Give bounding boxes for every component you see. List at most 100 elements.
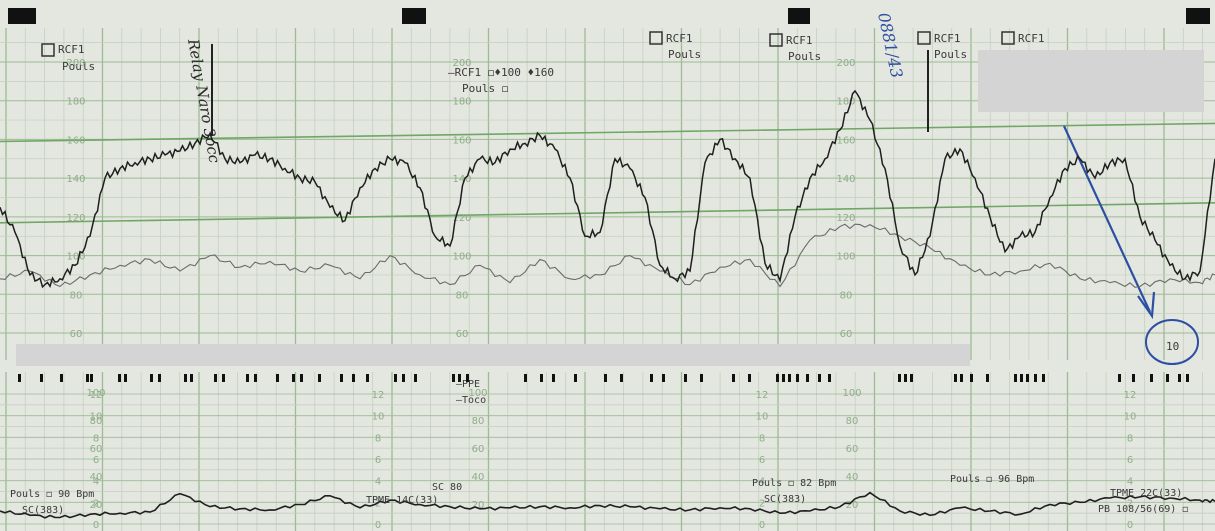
event-marker-strip bbox=[18, 374, 1189, 382]
bottom-label: PB 108/56(69) ◻ bbox=[1098, 504, 1188, 515]
scale-label: 2 bbox=[1127, 498, 1133, 509]
scale-label: 4 bbox=[1127, 477, 1133, 488]
series-line-pouls bbox=[0, 223, 1215, 288]
event-marker bbox=[898, 374, 901, 382]
chart-traces bbox=[0, 89, 1215, 519]
scale-label: 0 bbox=[759, 520, 765, 531]
event-marker bbox=[118, 374, 121, 382]
event-marker bbox=[254, 374, 257, 382]
normal-band-line-160 bbox=[0, 122, 1215, 143]
event-marker bbox=[806, 374, 809, 382]
scale-label-alt: 60 bbox=[90, 444, 103, 455]
scale-label: 100 bbox=[836, 252, 855, 263]
channel-label-3: RCF1 Pouls bbox=[769, 33, 821, 63]
event-marker bbox=[222, 374, 225, 382]
event-marker bbox=[86, 374, 89, 382]
event-marker bbox=[620, 374, 623, 382]
scale-label: 0 bbox=[375, 520, 381, 531]
event-marker bbox=[732, 374, 735, 382]
scale-label-alt: 20 bbox=[90, 500, 103, 511]
scale-label: 8 bbox=[1127, 433, 1133, 444]
event-marker bbox=[466, 374, 469, 382]
scale-label-alt: 100 bbox=[842, 388, 861, 399]
scale-label-alt: 60 bbox=[472, 444, 485, 455]
event-marker bbox=[184, 374, 187, 382]
event-marker bbox=[402, 374, 405, 382]
channel-unit: Pouls bbox=[788, 50, 821, 63]
scale-label: 0 bbox=[93, 520, 99, 531]
scale-label-alt: 40 bbox=[472, 472, 485, 483]
edge-mark bbox=[8, 8, 36, 24]
event-marker bbox=[394, 374, 397, 382]
event-marker bbox=[960, 374, 963, 382]
series-line-rcf1 bbox=[0, 89, 1215, 289]
arrow-head bbox=[1137, 291, 1156, 320]
event-marker bbox=[904, 374, 907, 382]
event-marker bbox=[796, 374, 799, 382]
scale-label: 0 bbox=[1127, 520, 1133, 531]
event-marker bbox=[662, 374, 665, 382]
channel-icon bbox=[41, 43, 55, 57]
channel-label-2: RCF1 Pouls bbox=[649, 31, 701, 61]
upper-legend: —RCF1 ◻♦100 ♦160 Pouls ◻ bbox=[448, 66, 554, 95]
scale-label: 80 bbox=[840, 290, 853, 301]
bottom-label: TPME 14C(33) bbox=[366, 495, 438, 506]
channel-unit: Pouls bbox=[668, 48, 701, 61]
bottom-label: SC(383) bbox=[22, 505, 64, 516]
channel-unit: Pouls bbox=[62, 60, 95, 73]
event-marker bbox=[1118, 374, 1121, 382]
redaction-box bbox=[978, 50, 1204, 112]
edge-mark bbox=[788, 8, 810, 24]
scale-label: 60 bbox=[840, 329, 853, 340]
scale-label-alt: 100 bbox=[468, 388, 487, 399]
bottom-label: Pouls ◻ 90 Bpm bbox=[10, 489, 94, 500]
scale-label: 200 bbox=[66, 58, 85, 69]
scale-label: 160 bbox=[836, 135, 855, 146]
legend-line-2: —Toco bbox=[456, 395, 486, 406]
top-edge-marks bbox=[8, 8, 1210, 24]
lower-legend: —PPE —Toco bbox=[456, 379, 486, 406]
scale-label: 10 bbox=[90, 412, 103, 423]
scale-label: 8 bbox=[93, 433, 99, 444]
event-marker bbox=[574, 374, 577, 382]
circle-annotation bbox=[1145, 319, 1199, 365]
event-marker bbox=[124, 374, 127, 382]
scale-label: 8 bbox=[759, 433, 765, 444]
event-marker bbox=[910, 374, 913, 382]
scale-label: 10 bbox=[1124, 412, 1137, 423]
edge-mark bbox=[402, 8, 426, 24]
event-marker bbox=[40, 374, 43, 382]
event-marker bbox=[828, 374, 831, 382]
event-marker bbox=[276, 374, 279, 382]
event-marker bbox=[970, 374, 973, 382]
event-marker bbox=[340, 374, 343, 382]
edge-mark bbox=[1186, 8, 1210, 24]
scale-label-alt: 80 bbox=[90, 416, 103, 427]
scale-label: 4 bbox=[93, 477, 99, 488]
event-marker bbox=[604, 374, 607, 382]
event-marker bbox=[788, 374, 791, 382]
scale-label: 140 bbox=[66, 174, 85, 185]
event-marker bbox=[352, 374, 355, 382]
legend-line-1: —RCF1 ◻♦100 ♦160 bbox=[448, 66, 554, 79]
event-marker bbox=[414, 374, 417, 382]
legend-line-1: —PPE bbox=[456, 379, 480, 390]
scale-label: 6 bbox=[759, 455, 765, 466]
channel-label-1: RCF1 Pouls bbox=[41, 43, 95, 73]
scale-label: 60 bbox=[456, 329, 469, 340]
scale-label: 120 bbox=[452, 213, 471, 224]
scale-label: 60 bbox=[70, 329, 83, 340]
redaction-bar bbox=[16, 344, 970, 366]
event-marker bbox=[1150, 374, 1153, 382]
scale-label: 12 bbox=[756, 390, 769, 401]
event-marker bbox=[246, 374, 249, 382]
scale-label-alt: 60 bbox=[846, 444, 859, 455]
scale-label: 160 bbox=[452, 135, 471, 146]
scale-label: 180 bbox=[66, 97, 85, 108]
event-marker bbox=[318, 374, 321, 382]
normal-band-line-120 bbox=[0, 202, 1215, 224]
event-marker bbox=[18, 374, 21, 382]
channel-unit: Pouls bbox=[934, 48, 967, 61]
event-marker bbox=[954, 374, 957, 382]
